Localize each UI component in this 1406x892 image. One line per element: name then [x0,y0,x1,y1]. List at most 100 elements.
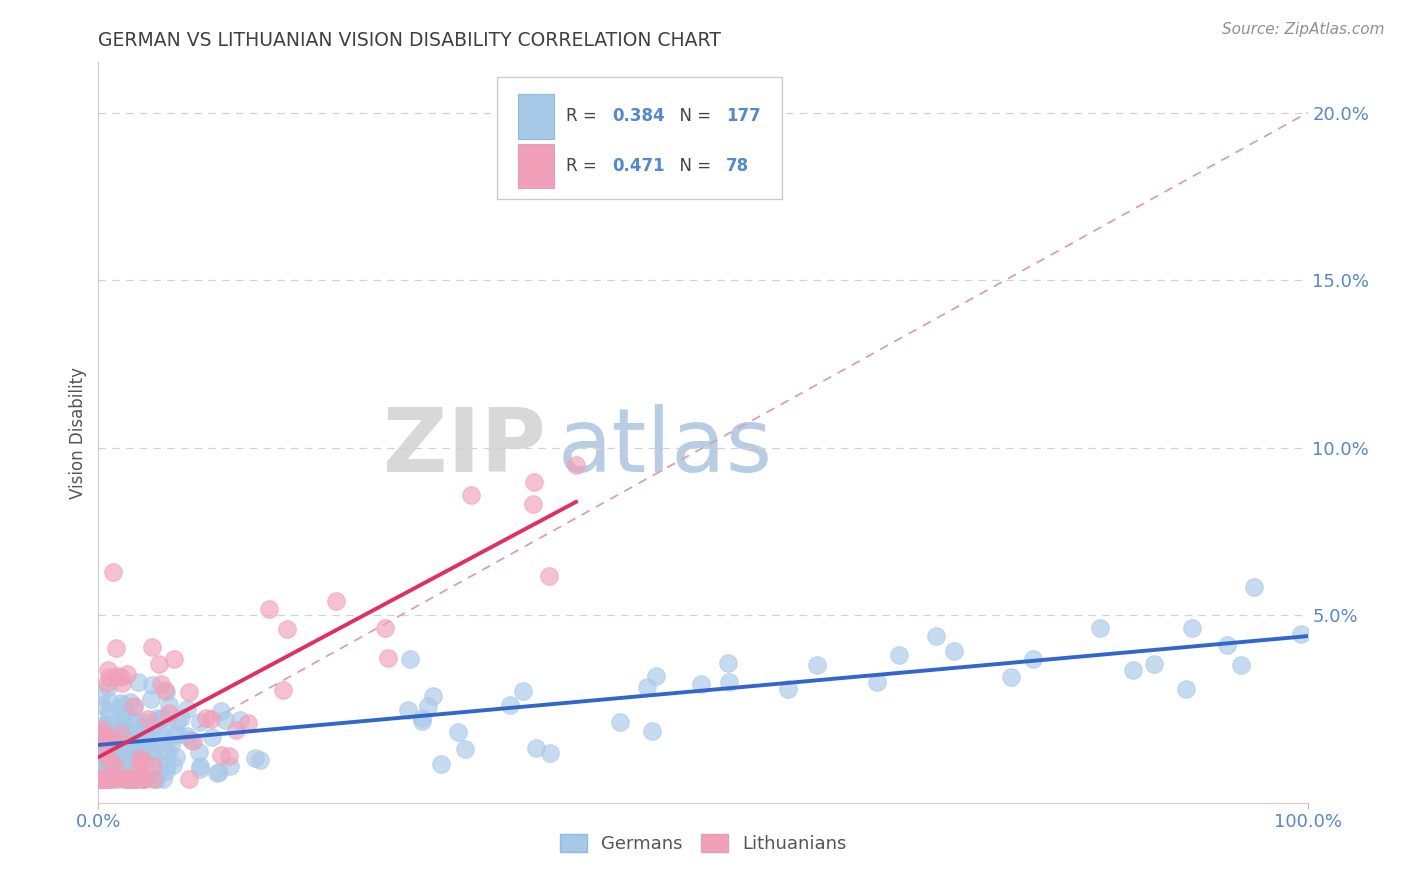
Point [132,723,155,738]
Point [110,670,132,684]
Point [110,750,132,764]
Point [156,713,179,727]
Point [90,689,112,703]
Point [111,675,134,690]
Point [98,772,121,787]
Point [93,732,115,747]
Point [101,735,124,749]
Point [374,621,396,635]
Point [93,742,115,756]
Point [132,772,155,787]
Point [127,674,149,689]
Point [1090,621,1112,635]
Point [89,772,111,787]
Point [103,725,125,739]
Point [377,650,399,665]
Point [201,731,224,745]
Point [167,727,190,741]
Bar [517,144,554,188]
Point [100,731,122,746]
Point [98,695,121,709]
Point [90,727,112,741]
Point [107,734,129,748]
Point [776,681,799,696]
Point [90,731,112,745]
Point [538,746,561,760]
Point [141,744,163,758]
Point [120,731,142,745]
Point [523,475,546,489]
Point [90,722,112,736]
Point [115,750,138,764]
Point [177,685,200,699]
Point [1243,580,1265,594]
Point [129,737,152,751]
Point [105,719,128,733]
Point [141,678,163,692]
Point [142,750,165,764]
Point [110,696,132,710]
Point [1143,657,1166,672]
Point [110,768,132,782]
Point [139,691,162,706]
Point [157,745,180,759]
Point [96,718,118,732]
Point [155,685,177,699]
Point [104,771,127,785]
Point [89,742,111,756]
Point [136,733,159,747]
Point [98,704,121,718]
Point [112,734,135,748]
Point [103,731,125,746]
Point [98,772,121,787]
Y-axis label: Vision Disability: Vision Disability [69,367,87,499]
Text: ZIP: ZIP [382,404,546,491]
Point [1230,657,1253,672]
Point [90,733,112,747]
Point [141,744,163,758]
Point [89,772,111,787]
Point [142,772,165,787]
Point [176,729,198,743]
Point [112,758,135,772]
Point [422,690,444,704]
Point [165,728,187,742]
Text: R =: R = [567,157,602,175]
Point [103,738,125,752]
Point [146,711,169,725]
Point [645,669,668,683]
Text: 0.471: 0.471 [613,157,665,175]
Point [111,726,134,740]
Point [418,699,440,714]
Point [460,487,482,501]
Point [90,698,112,713]
Point [806,657,828,672]
Point [411,714,433,728]
Point [114,753,136,767]
Point [117,772,139,787]
Point [98,754,121,768]
Point [96,676,118,690]
Point [90,759,112,773]
Point [218,748,240,763]
Point [111,728,134,742]
Point [93,757,115,772]
Point [112,698,135,713]
Point [103,772,125,787]
Point [447,724,470,739]
Point [187,745,209,759]
Point [121,713,143,727]
Point [236,715,259,730]
Point [1215,638,1237,652]
Point [132,756,155,771]
Point [118,753,141,767]
Point [115,742,138,756]
Point [249,753,271,767]
Point [454,742,477,756]
Point [157,698,180,712]
Point [89,748,111,763]
Point [107,731,129,745]
Point [114,749,136,764]
Point [181,734,204,748]
Point [225,723,247,737]
